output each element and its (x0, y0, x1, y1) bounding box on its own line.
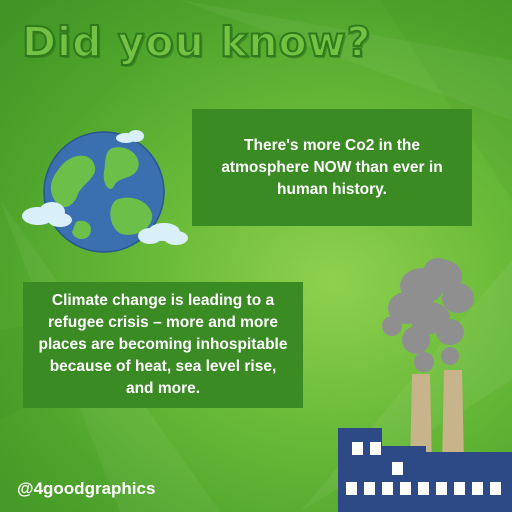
smoke-icon (382, 258, 474, 372)
social-handle: @4goodgraphics (17, 479, 156, 498)
fact-text-refugee: Climate change is leading to a refugee c… (38, 292, 288, 397)
cloud-icon (22, 130, 188, 245)
page-title: Did you know? (21, 17, 372, 67)
earth-icon (22, 130, 188, 253)
factory-icon (338, 258, 512, 512)
fact-box-refugee: Climate change is leading to a refugee c… (23, 282, 303, 408)
fact-box-co2: There's more Co2 in the atmosphere NOW t… (192, 109, 472, 226)
fact-text-co2: There's more Co2 in the atmosphere NOW t… (221, 136, 443, 198)
